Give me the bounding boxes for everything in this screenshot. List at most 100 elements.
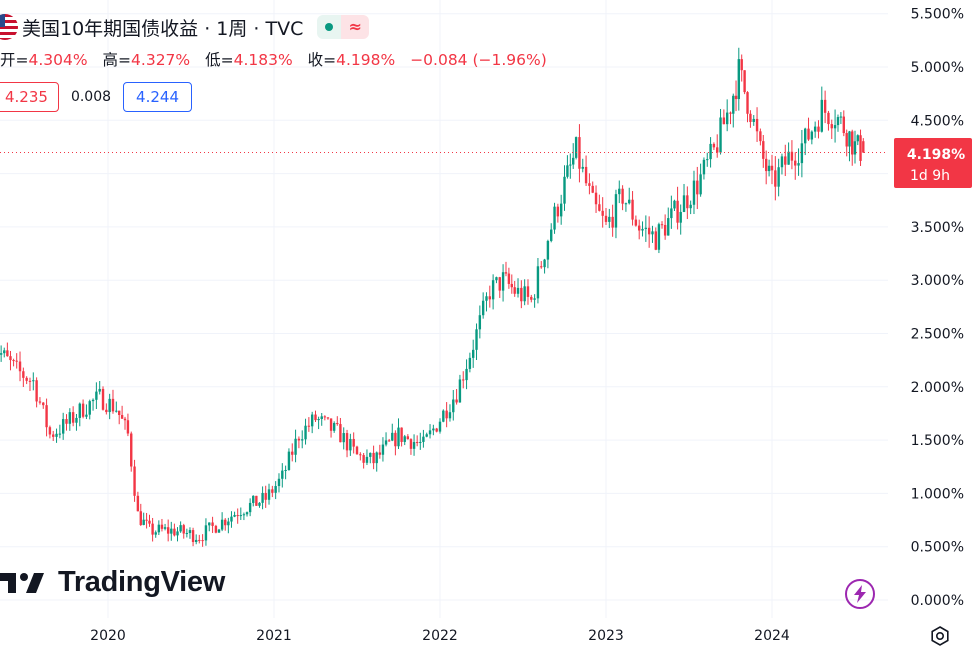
candle [355, 445, 359, 455]
candle [556, 203, 560, 223]
candle [859, 129, 862, 166]
candle [478, 305, 482, 339]
candle [762, 135, 765, 168]
y-tick-label: 2.000% [911, 380, 964, 396]
price-axis[interactable]: 5.500%5.000%4.500%4.000%3.500%3.000%2.50… [911, 7, 964, 609]
candle [856, 134, 859, 146]
candle [491, 274, 495, 310]
ask-button[interactable]: 4.244 [123, 82, 192, 112]
candle [204, 518, 208, 546]
candle [839, 112, 843, 125]
candle [523, 279, 526, 306]
candle [614, 189, 618, 239]
candle [624, 202, 628, 212]
candle [634, 215, 638, 227]
candle [362, 453, 365, 469]
candle [65, 414, 68, 431]
y-tick-label: 4.500% [911, 113, 964, 129]
change-value: −0.084 (−1.96%) [410, 51, 547, 69]
candle [563, 165, 566, 211]
candle [6, 342, 9, 357]
candle [611, 204, 614, 237]
candle [38, 397, 42, 405]
candle [320, 413, 323, 426]
candle [409, 438, 413, 455]
bar-countdown: 1d 9h [910, 168, 950, 184]
candle [699, 163, 702, 197]
candle [830, 119, 833, 140]
flash-button[interactable] [845, 579, 875, 609]
candle [533, 294, 536, 308]
candle [853, 130, 857, 164]
candle [445, 402, 448, 428]
candle [435, 427, 438, 433]
candle [326, 417, 330, 420]
candle [667, 207, 670, 236]
candle [151, 517, 154, 542]
low-label: 低= [205, 51, 234, 69]
chart-legend: 美国10年期国债收益 · 1周 · TVC ≈ 开=4.304% 高=4.327… [0, 0, 560, 120]
candle [173, 523, 176, 537]
candle [777, 158, 780, 197]
candle [842, 110, 845, 137]
candle [419, 432, 422, 450]
candle [148, 514, 151, 527]
candle [495, 276, 498, 284]
candle [670, 195, 673, 229]
candle [264, 485, 267, 508]
candle [233, 511, 236, 518]
candle [452, 390, 455, 421]
bid-button[interactable]: 4.235 [0, 82, 59, 112]
candle [546, 239, 550, 269]
candle [608, 208, 611, 229]
symbol-title[interactable]: 美国10年期国债收益 · 1周 · TVC [22, 17, 304, 40]
candle [391, 423, 394, 442]
low-value: 4.183% [233, 51, 293, 69]
candle [660, 221, 664, 229]
tradingview-logo[interactable]: TradingView [0, 566, 225, 599]
candle [526, 279, 530, 305]
candle [804, 127, 807, 156]
settings-icon[interactable] [928, 624, 952, 648]
candle [657, 222, 661, 254]
candle [115, 401, 118, 413]
market-status[interactable]: ≈ [317, 15, 370, 39]
candle [157, 520, 161, 536]
candle [142, 512, 145, 526]
candle [48, 425, 52, 439]
candle [220, 512, 224, 532]
symbol-title-row[interactable]: 美国10年期国债收益 · 1周 · TVC ≈ [0, 12, 370, 42]
x-tick-label: 2021 [256, 628, 292, 644]
candle [530, 294, 533, 303]
candle [18, 351, 22, 382]
candle [375, 451, 378, 472]
candle [179, 521, 182, 533]
candle [692, 170, 696, 215]
y-tick-label: 0.500% [911, 540, 964, 556]
candle [550, 223, 553, 243]
candle [22, 367, 25, 387]
candle [111, 389, 115, 414]
candle [566, 155, 569, 179]
candle [211, 516, 214, 533]
candle [208, 522, 211, 532]
candle [673, 199, 676, 212]
candle [130, 431, 133, 472]
candle [297, 436, 301, 449]
candle [287, 448, 291, 471]
candle [271, 485, 274, 498]
candle [455, 389, 458, 405]
candle [749, 110, 752, 128]
candle [267, 483, 271, 505]
candle [712, 142, 716, 150]
candle [820, 86, 823, 133]
candle [696, 166, 699, 210]
time-axis[interactable]: 2020 2021 2022 2023 2024 [90, 628, 790, 644]
candle [462, 371, 465, 389]
candle [145, 512, 148, 529]
candle [743, 70, 746, 95]
candle [230, 511, 233, 528]
candle [307, 417, 311, 432]
candle [759, 128, 762, 146]
